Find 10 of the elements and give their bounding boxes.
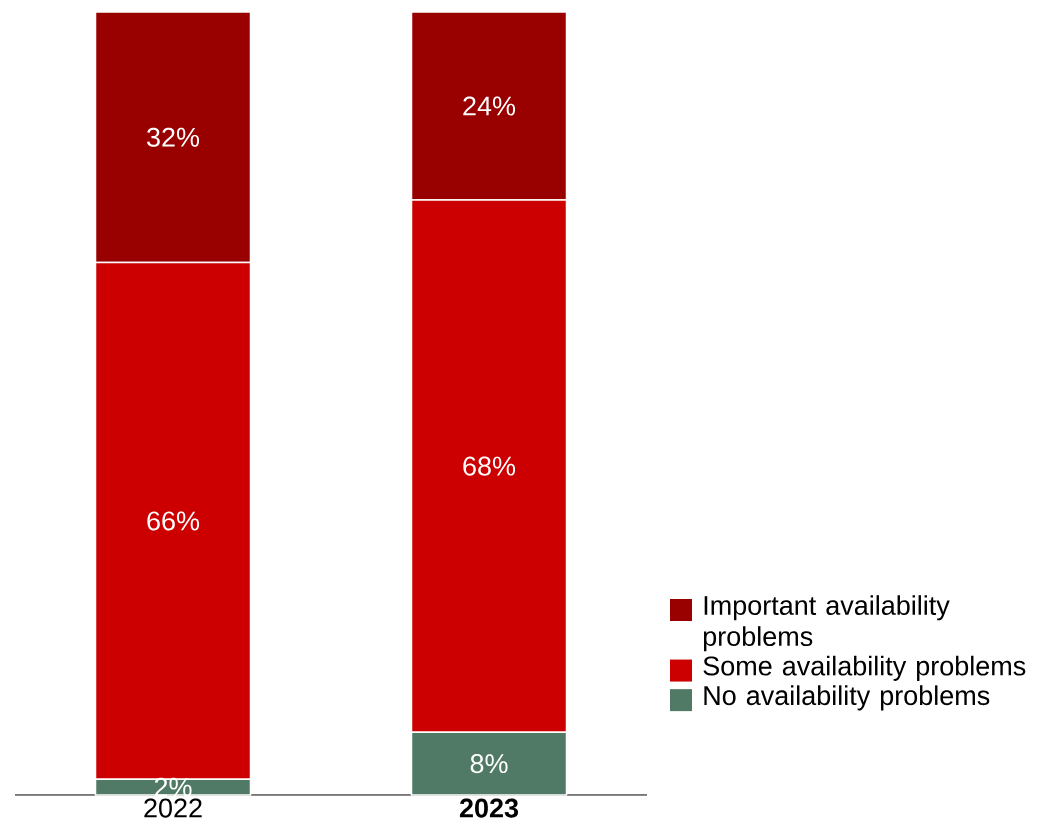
data-label: 24%	[463, 96, 516, 116]
data-label: 66%	[147, 511, 200, 531]
data-label: 32%	[147, 127, 200, 147]
x-tick-label: 2022	[144, 798, 202, 818]
legend-label: Some availability problems	[703, 655, 1026, 681]
legend-label: No availability problems	[704, 685, 990, 711]
data-label: 68%	[463, 456, 516, 476]
legend-label: Important availability problems	[703, 595, 950, 652]
x-tick-label: 2023	[459, 798, 519, 818]
data-label: 8%	[470, 754, 508, 774]
